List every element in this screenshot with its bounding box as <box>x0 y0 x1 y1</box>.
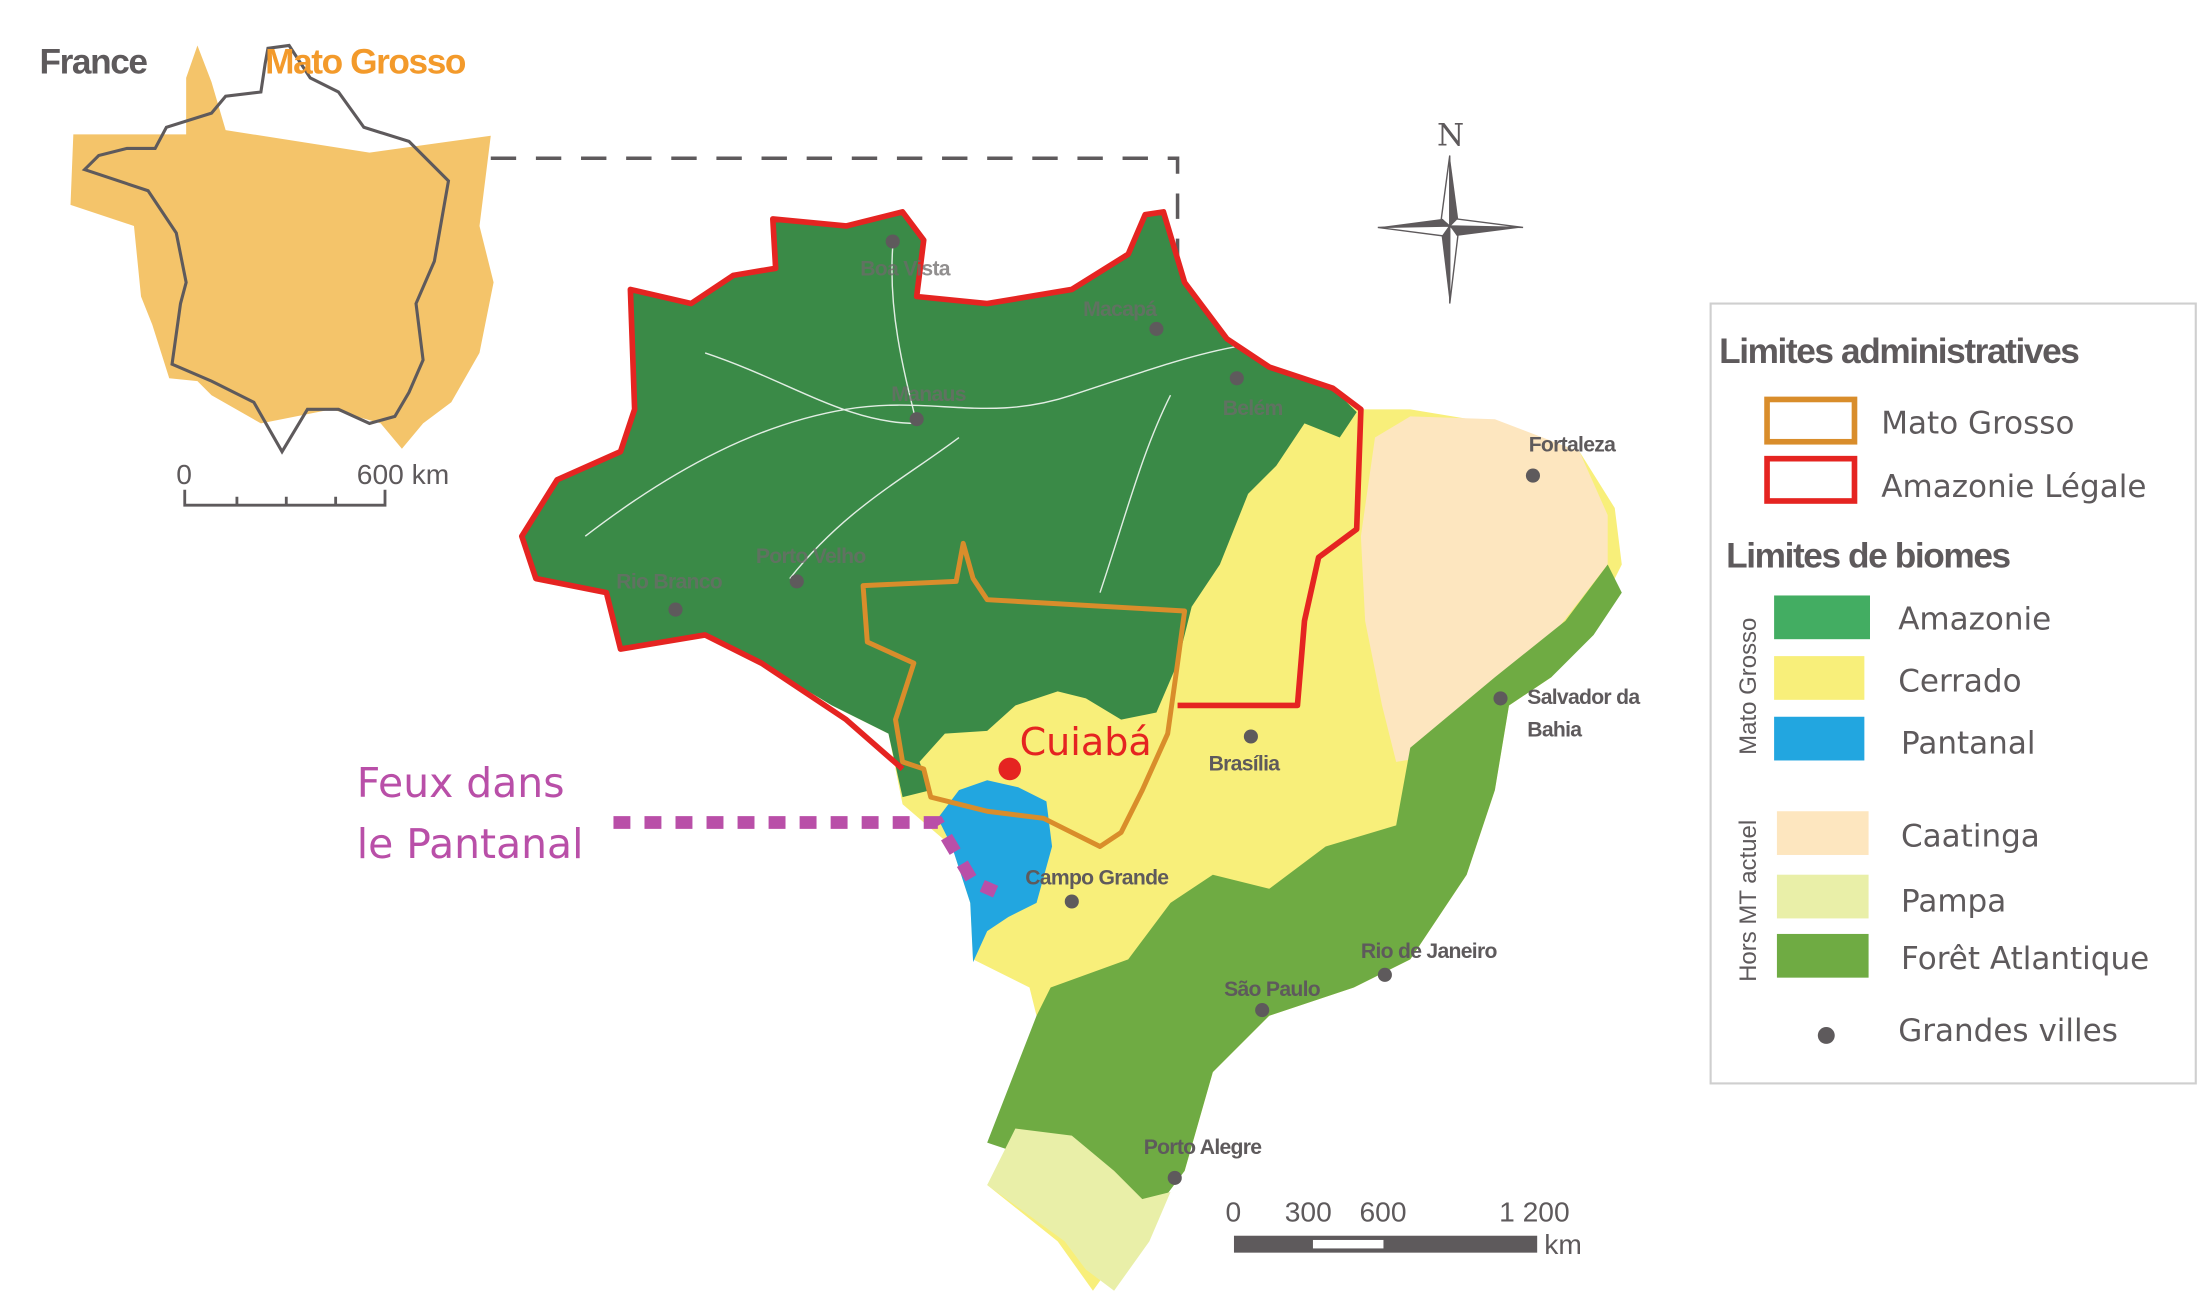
inset-map: France Mato Grosso 0 600 km <box>39 43 494 507</box>
city-dot-macapa <box>1149 321 1164 336</box>
legend-group-hors-mt: Hors MT actuel <box>1735 820 1762 982</box>
inset-france-label: France <box>39 43 147 82</box>
city-dot-salvador <box>1493 691 1508 706</box>
legend-city-dot-icon <box>1817 1027 1835 1044</box>
city-dot-manaus <box>909 412 924 427</box>
city-label-manaus: Manaus <box>891 383 965 406</box>
legend-swatch-amazonie <box>1774 595 1870 640</box>
north-arrow-icon: N <box>1377 118 1524 304</box>
inset-scale-start: 0 <box>176 458 192 490</box>
inset-scale-bar <box>183 489 387 507</box>
legend-swatch-caatinga <box>1776 811 1869 855</box>
city-dot-porto-velho <box>789 574 804 589</box>
city-dot-porto-alegre <box>1167 1170 1182 1185</box>
legend-group-mato-grosso: Mato Grosso <box>1735 618 1762 755</box>
legend-label-grandes-villes: Grandes villes <box>1898 1013 2118 1049</box>
scale-tick-0: 0 <box>1226 1196 1242 1228</box>
biome-pantanal <box>937 780 1053 963</box>
legend-swatch-mato-grosso <box>1764 396 1858 445</box>
city-label-porto-alegre: Porto Alegre <box>1144 1136 1263 1159</box>
legend-label-caatinga: Caatinga <box>1901 819 2040 855</box>
legend-label-cerrado: Cerrado <box>1898 663 2021 699</box>
cities <box>668 234 1540 1185</box>
annotation-line1: Feux dans <box>357 759 565 807</box>
city-label-campo-grande: Campo Grande <box>1025 867 1169 890</box>
city-label-belem: Belém <box>1223 397 1283 420</box>
biome-foret-atlantique <box>987 564 1622 1228</box>
rivers <box>584 247 1242 593</box>
legend-biome-title: Limites de biomes <box>1726 536 2010 575</box>
legend-label-foret-atlantique: Forêt Atlantique <box>1901 941 2149 977</box>
city-label-rio-branco: Rio Branco <box>616 570 723 593</box>
annotation-dashed-line <box>613 816 999 898</box>
legend-label-mato-grosso: Mato Grosso <box>1881 405 2074 441</box>
scale-tick-600: 600 <box>1359 1196 1406 1228</box>
city-dot-rio-de-janeiro <box>1377 967 1392 982</box>
scale-tick-1200: 1 200 <box>1499 1196 1570 1228</box>
legend-swatch-cerrado <box>1774 656 1865 700</box>
city-label-brasilia: Brasília <box>1209 752 1281 775</box>
city-label-cuiaba: Cuiabá <box>1020 720 1152 764</box>
scale-unit: km <box>1544 1228 1582 1260</box>
legend-label-amazonie: Amazonie <box>1898 601 2051 637</box>
city-label-boa-vista: Boa Vista <box>860 257 951 280</box>
city-label-salvador-line1: Salvador da <box>1527 686 1640 709</box>
amazonie-legale-boundary <box>518 209 1364 772</box>
city-dot-boa-vista <box>885 234 900 249</box>
city-label-sao-paulo: São Paulo <box>1224 978 1321 1001</box>
city-label-rio-de-janeiro: Rio de Janeiro <box>1361 940 1498 963</box>
inset-mato-grosso-label: Mato Grosso <box>265 43 466 82</box>
city-label-porto-velho: Porto Velho <box>756 545 866 568</box>
inset-france-outline <box>81 43 451 455</box>
legend-swatch-foret-atlantique <box>1776 933 1869 978</box>
pantanal-fire-annotation: Feux dans le Pantanal <box>357 759 999 898</box>
city-dot-fortaleza <box>1525 468 1540 483</box>
legend-swatch-pampa <box>1776 874 1869 919</box>
scale-tick-300: 300 <box>1285 1196 1332 1228</box>
annotation-line2: le Pantanal <box>357 820 584 868</box>
city-label-fortaleza: Fortaleza <box>1529 434 1616 457</box>
city-dot-belem <box>1229 371 1244 386</box>
north-label: N <box>1437 118 1464 154</box>
legend-label-pantanal: Pantanal <box>1901 725 2035 761</box>
legend: Limites administratives Mato Grosso Amaz… <box>1709 302 2197 1085</box>
city-labels: Boa Vista Macapá Manaus Belém Porto Velh… <box>616 257 1641 1159</box>
biome-pampa <box>987 1128 1171 1291</box>
scale-bar: 0 300 600 1 200 km <box>1226 1196 1582 1260</box>
city-label-macapa: Macapá <box>1083 298 1157 321</box>
inset-mato-grosso-shape <box>70 45 494 449</box>
biome-caatinga <box>1360 416 1608 762</box>
city-dot-sao-paulo <box>1255 1003 1270 1018</box>
legend-admin-title: Limites administratives <box>1719 332 2079 371</box>
mato-grosso-boundary <box>860 540 1188 849</box>
city-dot-cuiaba <box>998 757 1022 781</box>
biome-amazonie <box>521 211 1357 798</box>
city-dot-brasilia <box>1243 729 1258 744</box>
inset-scale-end: 600 km <box>357 458 449 490</box>
legend-label-amazonie-legale: Amazonie Légale <box>1881 469 2146 505</box>
city-dot-rio-branco <box>668 602 683 617</box>
city-label-salvador-line2: Bahia <box>1527 719 1582 742</box>
legend-swatch-pantanal <box>1774 716 1865 761</box>
city-dot-campo-grande <box>1064 894 1079 909</box>
legend-label-pampa: Pampa <box>1901 883 2006 919</box>
biomes <box>521 211 1622 1291</box>
legend-swatch-amazonie-legale <box>1764 455 1858 504</box>
